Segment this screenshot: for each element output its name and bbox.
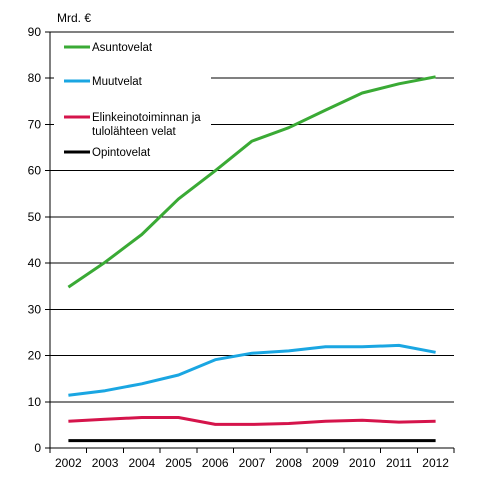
legend-label: tulolähteen velat — [92, 126, 177, 138]
x-tick-label: 2012 — [422, 456, 449, 470]
legend-label: Muutvelat — [92, 76, 143, 88]
y-tick-label: 20 — [28, 349, 42, 363]
y-tick-label: 60 — [28, 164, 42, 178]
x-tick-label: 2003 — [92, 456, 119, 470]
y-tick-label: 70 — [28, 117, 42, 131]
x-tick-label: 2009 — [312, 456, 339, 470]
x-tick-label: 2008 — [275, 456, 302, 470]
y-tick-label: 40 — [28, 256, 42, 270]
x-tick-label: 2005 — [165, 456, 192, 470]
legend-background — [54, 34, 211, 162]
legend-label: Opintovelat — [92, 147, 151, 159]
y-tick-label: 0 — [34, 441, 41, 455]
series-layer — [67, 75, 436, 443]
y-tick-label: 80 — [28, 71, 42, 85]
x-tick-label: 2006 — [202, 456, 229, 470]
x-tick-label: 2010 — [349, 456, 376, 470]
y-tick-label: 50 — [28, 210, 42, 224]
x-tick-label: 2004 — [128, 456, 155, 470]
axis-layer: 0 10 20 30 40 50 60 70 80 90 2002 2003 2004 2005 2006 2… — [28, 25, 455, 470]
series-line — [68, 416, 436, 426]
legend-label: Elinkeinotoiminnan ja — [92, 112, 201, 124]
x-tick-label: 2002 — [55, 456, 82, 470]
y-tick-label: 10 — [28, 395, 42, 409]
y-tick-label: 30 — [28, 302, 42, 316]
legend-label: Asuntovelat — [92, 42, 153, 54]
legend-box — [54, 34, 211, 162]
legend: Asuntovelat Muutvelat Elinkeinotoiminnan j… — [64, 42, 201, 159]
series-line — [68, 343, 436, 397]
series-line — [67, 75, 436, 289]
x-tick-label: 2007 — [239, 456, 266, 470]
x-tick-label: 2011 — [386, 456, 412, 470]
y-tick-label: 90 — [28, 25, 42, 39]
y-axis-label: Mrd. € — [57, 11, 91, 25]
